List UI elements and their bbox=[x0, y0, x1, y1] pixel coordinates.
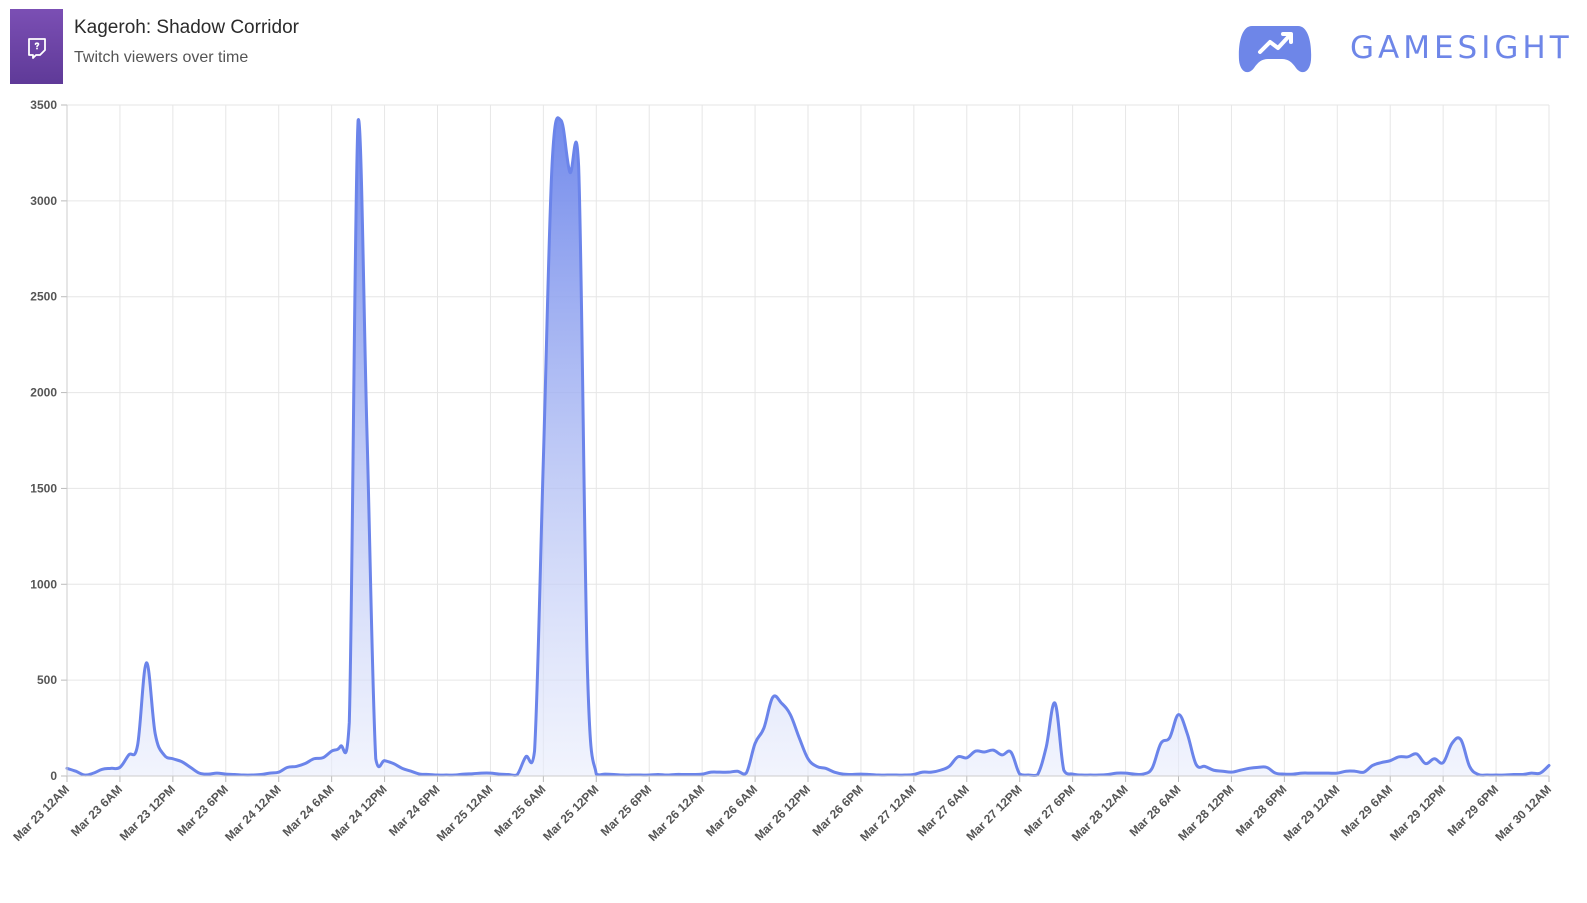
x-tick-label: Mar 25 6PM bbox=[598, 782, 655, 839]
x-tick-label: Mar 28 6PM bbox=[1233, 782, 1290, 839]
x-tick-label: Mar 23 12PM bbox=[117, 782, 178, 843]
x-tick-label: Mar 27 12PM bbox=[964, 782, 1025, 843]
x-tick-label: Mar 23 6AM bbox=[68, 782, 125, 839]
twitch-icon bbox=[28, 38, 46, 59]
x-tick-label: Mar 23 12AM bbox=[10, 782, 72, 844]
grid bbox=[66, 104, 1550, 777]
y-axis: 0 500 1000 1500 2000 2500 3000 3500 bbox=[30, 98, 68, 783]
x-tick-label: Mar 27 6AM bbox=[915, 782, 972, 839]
y-tick-label: 1000 bbox=[30, 577, 57, 591]
x-tick-label: Mar 24 12AM bbox=[222, 782, 284, 844]
viewers-area-chart: 0 500 1000 1500 2000 2500 3000 3500 Mar 23 12AM… bbox=[10, 98, 1554, 844]
x-tick-label: Mar 24 12PM bbox=[328, 782, 389, 843]
x-tick-label: Mar 28 12PM bbox=[1175, 782, 1236, 843]
x-tick-label: Mar 25 12PM bbox=[540, 782, 601, 843]
chart-header: Kageroh: Shadow Corridor Twitch viewers … bbox=[0, 0, 1587, 95]
x-tick-label: Mar 26 12AM bbox=[645, 782, 707, 844]
y-tick-label: 2000 bbox=[30, 386, 57, 400]
x-tick-label: Mar 26 6AM bbox=[703, 782, 760, 839]
x-tick-label: Mar 29 6PM bbox=[1445, 782, 1502, 839]
y-tick-label: 3000 bbox=[30, 194, 57, 208]
x-tick-label: Mar 29 12AM bbox=[1281, 782, 1343, 844]
x-tick-label: Mar 29 6AM bbox=[1338, 782, 1395, 839]
game-thumbnail bbox=[10, 9, 63, 84]
x-tick-label: Mar 27 12AM bbox=[857, 782, 919, 844]
y-tick-label: 1500 bbox=[30, 481, 57, 495]
x-tick-label: Mar 30 12AM bbox=[1492, 782, 1554, 844]
chart-subtitle: Twitch viewers over time bbox=[74, 49, 249, 66]
x-tick-label: Mar 28 6AM bbox=[1127, 782, 1184, 839]
brand-name: GAMESIGHT bbox=[1350, 30, 1573, 66]
y-tick-label: 2500 bbox=[30, 290, 57, 304]
chart-title: Kageroh: Shadow Corridor bbox=[74, 17, 299, 38]
x-tick-label: Mar 24 6AM bbox=[280, 782, 337, 839]
x-tick-label: Mar 23 6PM bbox=[174, 782, 231, 839]
x-tick-label: Mar 25 12AM bbox=[434, 782, 496, 844]
y-tick-label: 0 bbox=[50, 769, 57, 783]
x-tick-label: Mar 27 6PM bbox=[1021, 782, 1078, 839]
x-tick-label: Mar 25 6AM bbox=[491, 782, 548, 839]
series-fill bbox=[67, 117, 1549, 777]
gamepad-trend-icon bbox=[1238, 26, 1312, 73]
x-tick-label: Mar 26 6PM bbox=[809, 782, 866, 839]
x-tick-label: Mar 29 12PM bbox=[1387, 782, 1448, 843]
series-line bbox=[65, 116, 1551, 778]
series-area bbox=[65, 116, 1551, 778]
x-tick-label: Mar 26 12PM bbox=[752, 782, 813, 843]
y-tick-label: 500 bbox=[37, 673, 57, 687]
x-tick-label: Mar 28 12AM bbox=[1069, 782, 1131, 844]
y-tick-label: 3500 bbox=[30, 98, 57, 112]
x-tick-label: Mar 24 6PM bbox=[386, 782, 443, 839]
